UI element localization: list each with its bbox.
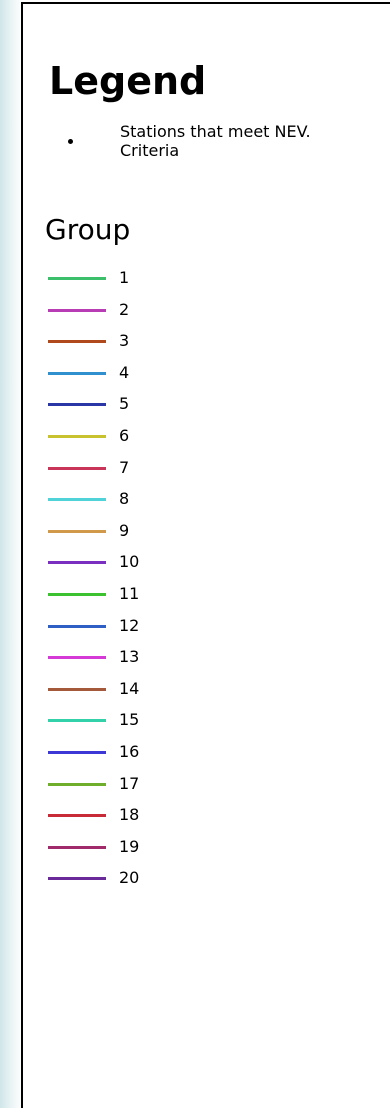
legend-item-stations-label: Stations that meet NEV. Criteria [120,122,390,160]
legend-item-group-2: 2 [48,300,248,320]
legend-item-label: 19 [119,836,140,856]
legend-item-label: 4 [119,362,130,382]
legend-item-group-8: 8 [48,489,248,509]
line-swatch-icon [48,751,106,754]
legend-item-label: 5 [119,394,130,414]
line-swatch-icon [48,814,106,818]
station-point-icon [68,139,73,144]
legend-item-label: 13 [119,647,140,667]
line-swatch-icon [48,529,106,533]
legend-item-label: 9 [119,520,130,540]
legend-item-label: 17 [119,773,140,793]
line-swatch-icon [48,466,106,470]
legend-item-group-15: 15 [48,710,248,730]
legend-item-group-10: 10 [48,552,248,572]
line-swatch-icon [48,403,106,407]
legend-item-label: 10 [119,552,140,572]
legend-item-label: 1 [119,268,130,287]
legend-panel: Legend Stations that meet NEV. Criteria … [21,2,390,1108]
legend-title: Legend [49,59,207,103]
legend-item-group-19: 19 [48,837,248,857]
line-swatch-icon [48,719,106,723]
legend-item-group-12: 12 [48,616,248,636]
legend-item-label: 15 [119,710,140,730]
line-swatch-icon [48,687,106,691]
legend-item-label: 12 [119,615,140,635]
legend-item-label: 2 [119,299,130,319]
legend-item-stations: Stations that meet NEV. Criteria [51,116,390,176]
legend-item-group-6: 6 [48,426,248,446]
legend-item-label: 8 [119,489,130,509]
line-swatch-icon [48,782,106,786]
legend-item-group-20: 20 [48,868,248,888]
legend-item-label: 14 [119,678,140,698]
group-heading: Group [45,213,131,246]
line-swatch-icon [48,877,106,881]
legend-item-group-13: 13 [48,647,248,667]
legend-item-group-14: 14 [48,679,248,699]
legend-item-group-7: 7 [48,458,248,478]
legend-item-label: 7 [119,457,130,477]
legend-item-group-1: 1 [48,268,248,288]
legend-item-label: 16 [119,742,140,761]
line-swatch-icon [48,371,106,375]
legend-item-group-17: 17 [48,774,248,794]
legend-item-group-18: 18 [48,805,248,825]
line-swatch-icon [48,435,106,438]
legend-item-group-9: 9 [48,521,248,541]
legend-item-label: 6 [119,426,130,445]
line-swatch-icon [48,277,106,280]
legend-item-label: 3 [119,331,130,351]
station-label-line-1: Stations that meet NEV. [120,122,311,141]
line-swatch-icon [48,656,106,660]
line-swatch-icon [48,498,106,502]
line-swatch-icon [48,340,106,344]
line-swatch-icon [48,624,106,628]
station-label-line-2: Criteria [120,141,180,160]
legend-item-group-16: 16 [48,742,248,762]
line-swatch-icon [48,593,106,596]
legend-item-group-11: 11 [48,584,248,604]
line-swatch-icon [48,845,106,849]
legend-item-group-5: 5 [48,394,248,414]
legend-item-label: 18 [119,805,140,825]
line-swatch-icon [48,561,106,565]
legend-item-label: 11 [119,584,140,603]
legend-item-label: 20 [119,868,140,888]
line-swatch-icon [48,308,106,312]
legend-item-group-3: 3 [48,331,248,351]
legend-item-group-4: 4 [48,363,248,383]
